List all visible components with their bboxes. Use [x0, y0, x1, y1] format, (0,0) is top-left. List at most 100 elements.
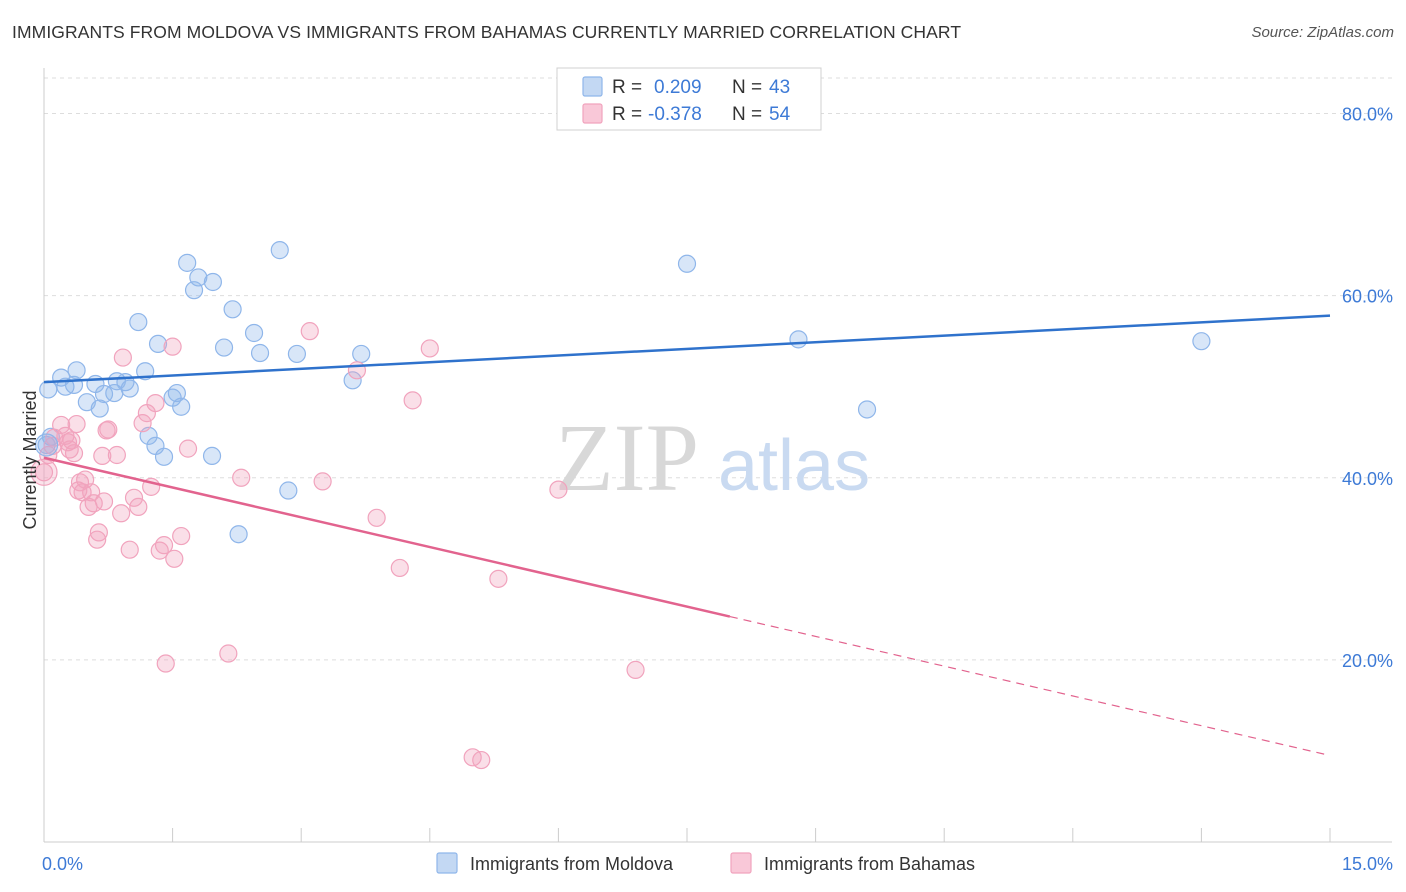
point-series1-44 [313, 472, 332, 491]
point-series1-9 [64, 444, 84, 463]
point-series0-27 [214, 338, 234, 357]
point-large-bahamas [30, 458, 58, 486]
stats-legend: R = 0.209 N = 43 R = -0.378 N = 54 [556, 67, 822, 131]
point-series1-53 [549, 480, 568, 499]
trend-lines [43, 314, 1331, 757]
trend-line-dashed-series1 [729, 615, 1331, 757]
legend-r-label-moldova: R = [612, 77, 642, 98]
point-series0-36 [352, 344, 371, 364]
point-series0-30 [244, 323, 264, 343]
legend-r-value-moldova: 0.209 [654, 77, 702, 98]
point-series1-18 [88, 530, 107, 549]
point-series1-16 [82, 483, 101, 502]
point-series0-28 [223, 300, 242, 319]
watermark-atlas: atlas [718, 426, 870, 506]
y-tick-label-1: 40.0% [1342, 469, 1393, 489]
legend-swatch-bahamas [582, 103, 603, 124]
point-series1-39 [172, 526, 191, 546]
x-tick-labels: 0.0% 15.0% [42, 854, 1393, 874]
point-series1-0 [34, 463, 54, 482]
legend-n-value-bahamas: 54 [769, 104, 791, 125]
x-tick-label-0: 0.0% [42, 854, 83, 874]
y-tick-label-2: 60.0% [1342, 287, 1393, 307]
point-series1-30 [133, 414, 152, 433]
point-series1-43 [300, 322, 319, 341]
point-series0-24 [189, 268, 208, 287]
point-series0-12 [120, 379, 139, 398]
trend-line-series0 [43, 314, 1331, 384]
point-series1-49 [420, 339, 439, 358]
point-series0-35 [343, 371, 362, 390]
point-series1-27 [120, 540, 139, 559]
point-series1-33 [146, 393, 165, 413]
point-series1-37 [163, 337, 182, 356]
watermark: ZIP atlas [555, 404, 870, 511]
legend-n-label-bahamas: N = [732, 104, 762, 125]
series-legend: Immigrants from Moldova Immigrants from … [436, 852, 975, 874]
point-series1-42 [232, 468, 251, 487]
y-tick-label-3: 80.0% [1342, 105, 1393, 125]
point-series1-36 [156, 654, 175, 673]
point-series0-25 [203, 272, 222, 292]
point-series1-35 [154, 536, 174, 555]
legend-r-label-bahamas: R = [612, 104, 642, 125]
point-series1-10 [67, 414, 86, 434]
point-series0-40 [1192, 332, 1211, 351]
point-series0-20 [167, 383, 186, 403]
point-series0-31 [250, 343, 270, 363]
point-series0-7 [90, 399, 109, 418]
point-series0-37 [677, 254, 697, 273]
point-series0-39 [857, 400, 877, 419]
legend-swatch-moldova [582, 76, 603, 97]
legend-n-label-moldova: N = [732, 77, 762, 98]
data-points [30, 241, 1211, 770]
grid-lines [44, 77, 1392, 661]
watermark-zip: ZIP [555, 404, 699, 511]
point-series0-17 [148, 334, 168, 354]
y-tick-labels: 20.0% 40.0% 60.0% 80.0% [1342, 105, 1393, 671]
point-series0-29 [229, 525, 248, 544]
point-series1-47 [390, 558, 409, 578]
source-label: Source: ZipAtlas.com [1251, 24, 1394, 41]
point-series1-26 [113, 348, 132, 367]
point-series0-32 [270, 241, 289, 260]
point-series1-54 [626, 660, 645, 679]
point-series1-46 [367, 508, 386, 527]
series-swatch-bahamas [730, 852, 752, 874]
point-series1-48 [403, 391, 422, 410]
point-series0-21 [172, 397, 191, 416]
legend-r-value-bahamas: -0.378 [648, 104, 702, 125]
point-series1-40 [178, 439, 198, 458]
point-large-moldova [34, 433, 59, 457]
y-tick-label-0: 20.0% [1342, 651, 1393, 671]
legend-n-value-moldova: 43 [769, 77, 790, 98]
point-series0-26 [202, 446, 222, 466]
axes [43, 68, 1392, 843]
point-series1-51 [472, 750, 491, 770]
point-series1-25 [112, 504, 131, 523]
point-series1-45 [347, 361, 367, 380]
point-series1-4 [52, 415, 71, 435]
point-series1-28 [124, 488, 144, 507]
point-series1-23 [99, 420, 118, 439]
point-series1-38 [165, 549, 184, 568]
point-series1-41 [219, 644, 238, 663]
series-label-moldova: Immigrants from Moldova [470, 854, 674, 874]
point-series1-24 [107, 445, 126, 465]
point-series1-19 [89, 523, 108, 542]
point-series0-13 [129, 312, 148, 332]
point-series1-29 [129, 497, 148, 517]
series-label-bahamas: Immigrants from Bahamas [764, 854, 975, 874]
point-series0-34 [287, 344, 307, 364]
point-series1-20 [93, 446, 112, 466]
point-series1-52 [489, 569, 508, 588]
trend-line-series1 [43, 456, 731, 618]
point-series0-18 [154, 447, 174, 466]
point-series1-21 [94, 492, 114, 511]
point-series0-4 [67, 361, 86, 380]
point-series1-22 [97, 421, 116, 440]
series-swatch-moldova [436, 852, 458, 874]
x-tick-label-1: 15.0% [1342, 854, 1393, 874]
point-series0-33 [279, 481, 298, 500]
